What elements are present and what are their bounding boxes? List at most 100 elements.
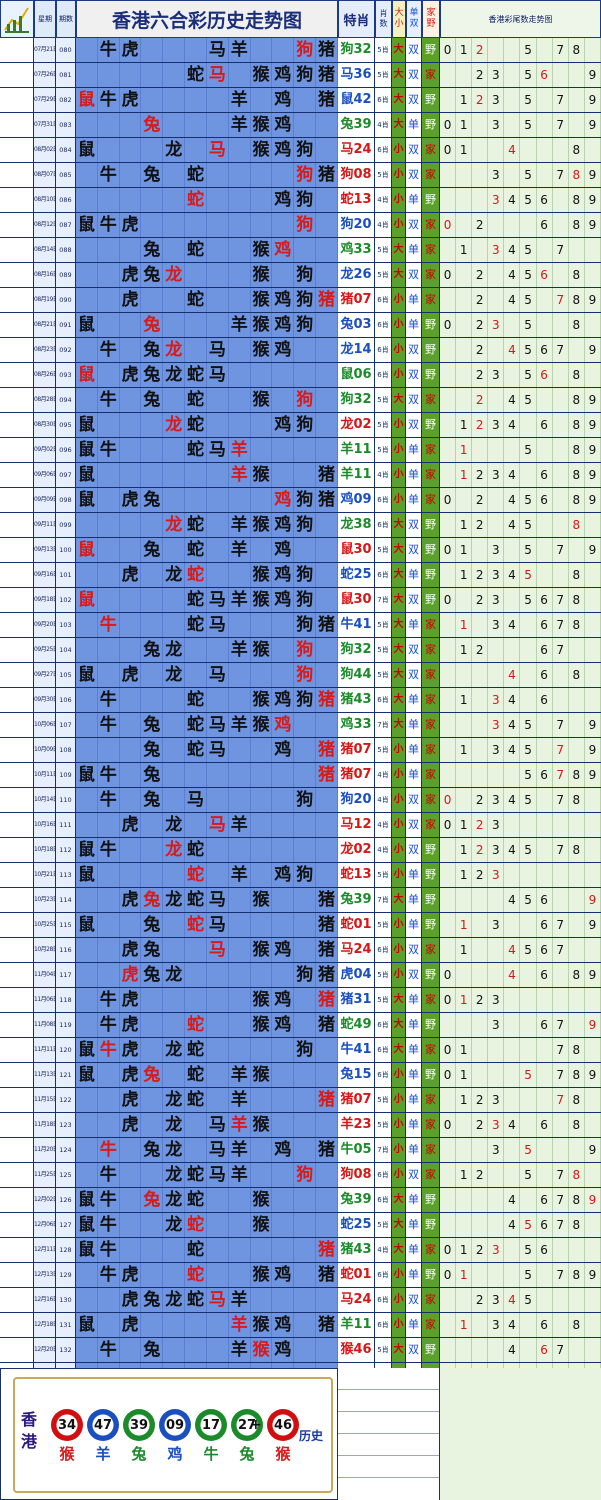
zodiac-cell	[76, 513, 98, 537]
zodiac-cell: 虎	[120, 213, 142, 237]
row-date: 10月16日周四	[34, 813, 56, 837]
special-zodiac: 狗20	[338, 213, 375, 237]
tail-cell: 8	[569, 38, 585, 62]
zodiac-cell: 龙	[163, 1038, 186, 1062]
zodiac-cell: 蛇	[185, 913, 207, 937]
zodiac-cell: 牛	[98, 688, 120, 712]
zodiac-count: 4肖	[375, 113, 392, 137]
zodiac-cell	[272, 213, 295, 237]
row-spacer	[0, 338, 34, 362]
zodiac-cell	[251, 163, 273, 187]
zodiac-cell: 羊	[229, 813, 251, 837]
domestic-wild: 家	[422, 713, 440, 737]
zodiac-cell	[251, 88, 273, 112]
tail-cell: 5	[520, 1213, 537, 1237]
tail-cell: 2	[472, 63, 489, 87]
row-spacer	[0, 1013, 34, 1037]
ball-zodiac: 猴	[275, 1445, 291, 1463]
table-row: 12月20日周日132牛兔羊猴鸡猴465肖大双野467	[0, 1338, 601, 1363]
zodiac-cell	[98, 238, 120, 262]
tail-cell: 2	[472, 413, 489, 437]
zodiac-cell	[272, 1088, 295, 1112]
zodiac-cell	[251, 663, 273, 687]
zodiac-cell	[163, 213, 186, 237]
odd-even: 单	[406, 438, 422, 462]
zodiac-cell	[251, 963, 273, 987]
table-row: 08月07日周四085牛兔蛇狗猪狗085肖小双家35789	[0, 163, 601, 188]
tail-cell	[456, 1113, 473, 1137]
zodiac-cell	[185, 488, 207, 512]
tail-cell: 8	[569, 488, 585, 512]
odd-even-header: 单双	[406, 0, 422, 38]
row-date: 08月02日周六	[34, 138, 56, 162]
zodiac-cell	[316, 238, 338, 262]
zodiac-cell	[185, 663, 207, 687]
tail-cell: 7	[553, 1338, 569, 1362]
row-date: 09月27日周六	[34, 663, 56, 687]
zodiac-count: 5肖	[375, 963, 392, 987]
tail-cell: 8	[569, 288, 585, 312]
tail-cell	[488, 388, 505, 412]
zodiac-grid: 鼠蛇羊鸡狗	[76, 863, 338, 887]
zodiac-cell	[272, 1238, 295, 1262]
tail-cell	[440, 88, 457, 112]
odd-even: 单	[406, 1138, 422, 1162]
zodiac-cell	[294, 713, 317, 737]
zodiac-cell	[120, 863, 142, 887]
zodiac-cell: 蛇	[185, 238, 207, 262]
row-spacer	[0, 213, 34, 237]
zodiac-cell: 牛	[98, 1238, 120, 1262]
tail-cell	[553, 138, 569, 162]
table-row: 12月02日周二126鼠牛兔龙蛇猴兔396肖大单野46789	[0, 1188, 601, 1213]
tail-cell: 8	[569, 1088, 585, 1112]
tail-cell: 3	[488, 788, 505, 812]
odd-even: 双	[406, 638, 422, 662]
table-row: 11月20日周四124牛兔龙马羊鸡猪牛057肖小单家359	[0, 1138, 601, 1163]
zodiac-cell: 狗	[294, 263, 317, 287]
tail-cell	[553, 513, 569, 537]
table-row: 09月27日周六105鼠虎龙马狗狗445肖大双家468	[0, 663, 601, 688]
zodiac-cell	[76, 188, 98, 212]
tail-cell	[504, 113, 521, 137]
history-link[interactable]: 历史	[298, 1429, 323, 1443]
domestic-wild: 野	[422, 413, 440, 437]
zodiac-cell	[207, 763, 229, 787]
tail-cell: 7	[553, 538, 569, 562]
tail-cell: 7	[553, 1188, 569, 1212]
row-spacer	[0, 313, 34, 337]
row-issue: 096	[56, 438, 76, 462]
tail-cell: 3	[488, 63, 505, 87]
zodiac-cell	[141, 463, 164, 487]
zodiac-cell: 鼠	[76, 913, 98, 937]
zodiac-cell	[229, 363, 251, 387]
tail-cell: 9	[585, 188, 601, 212]
tail-cell: 5	[520, 1263, 537, 1287]
zodiac-cell: 蛇	[185, 1088, 207, 1112]
zodiac-cell	[229, 888, 251, 912]
zodiac-grid: 牛虎蛇猴鸡猪	[76, 1263, 338, 1287]
zodiac-cell	[141, 588, 164, 612]
domestic-wild: 家	[422, 288, 440, 312]
zodiac-cell	[163, 63, 186, 87]
row-date: 09月30日周二	[34, 688, 56, 712]
zodiac-cell: 牛	[98, 838, 120, 862]
zodiac-cell: 兔	[141, 913, 164, 937]
zodiac-cell: 猪	[316, 288, 338, 312]
row-date: 08月30日周六	[34, 413, 56, 437]
tail-cell: 9	[585, 63, 601, 87]
tail-cell	[569, 938, 585, 962]
zodiac-cell	[163, 113, 186, 137]
tail-cell	[456, 1013, 473, 1037]
row-issue: 109	[56, 763, 76, 787]
big-small: 小	[392, 938, 406, 962]
zodiac-cell	[98, 113, 120, 137]
table-row: 10月28日周二116虎兔马猴鸡猪马246肖小双家14567	[0, 938, 601, 963]
zodiac-cell	[76, 1163, 98, 1187]
row-date: 08月10日周日	[34, 188, 56, 212]
tail-cell: 2	[472, 338, 489, 362]
zodiac-cell: 牛	[98, 1213, 120, 1237]
